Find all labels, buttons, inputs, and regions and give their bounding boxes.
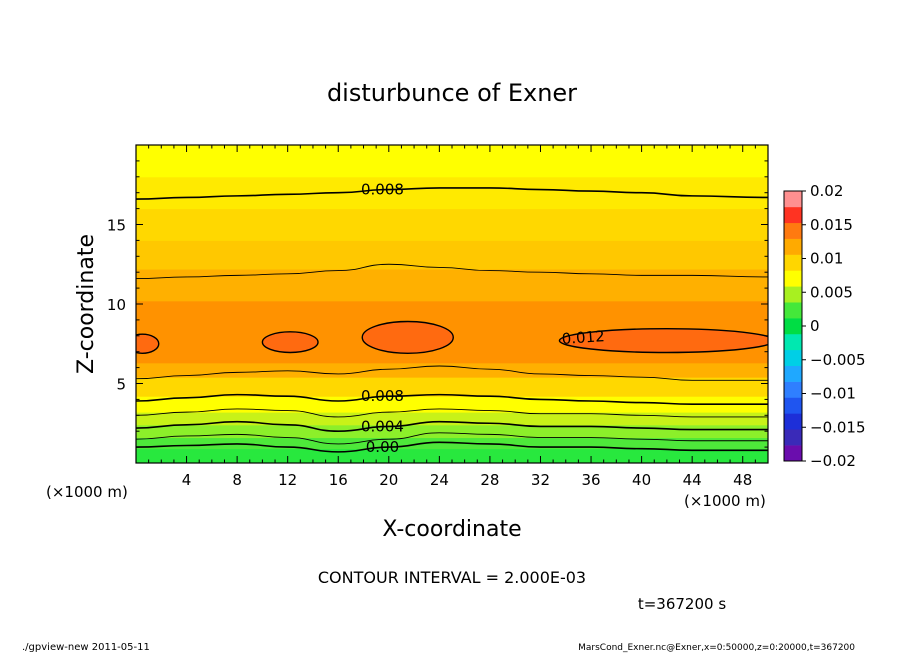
colorbar-label: 0.01 [810, 250, 843, 268]
x-tick-label: 44 [683, 471, 702, 489]
colorbar-label: 0.005 [810, 283, 853, 301]
colorbar-swatch [784, 381, 802, 398]
colorbar-swatch [784, 365, 802, 382]
x-tick-label: 8 [232, 471, 242, 489]
colorbar-label: −0.01 [810, 385, 856, 403]
time-annotation: t=367200 s [638, 595, 726, 613]
colorbar-swatch [784, 445, 802, 462]
contour-line [136, 263, 768, 280]
contour-line [136, 393, 768, 405]
x-tick-label: 12 [278, 471, 297, 489]
colorbar-swatch [784, 286, 802, 303]
colorbar: 0.02 0.015 0.01 0.005 0 −0.005 −0.01 −0.015 −0.0… [783, 182, 866, 470]
contour-band [136, 176, 768, 210]
colorbar-label: −0.005 [810, 351, 866, 369]
colorbar-swatch [784, 238, 802, 255]
colorbar-swatch [784, 333, 802, 351]
contour-line [136, 441, 768, 453]
contour-band [136, 208, 768, 241]
x-tick-label: 28 [480, 471, 499, 489]
contour-line [136, 365, 768, 381]
plot-area [136, 145, 768, 463]
maximum-regions [136, 320, 768, 354]
x-tick-label: 20 [379, 471, 398, 489]
contour-band [136, 396, 768, 413]
y-tick-label: 10 [107, 296, 126, 314]
y-axis-label: Z-coordinate [74, 234, 99, 374]
x-tick-label: 4 [182, 471, 192, 489]
contour-label: 0.012 [561, 327, 605, 348]
colorbar-swatch [784, 413, 802, 430]
colorbar-label: −0.015 [810, 418, 866, 436]
contour-line [136, 420, 768, 433]
contour-band [136, 300, 768, 321]
x-tick-label: 48 [733, 471, 752, 489]
contour-band [136, 269, 768, 302]
max-region [261, 331, 319, 354]
contour-band [136, 448, 768, 463]
contour-label: 0.008 [361, 387, 404, 405]
contour-band [136, 437, 768, 450]
x-tick-label: 32 [531, 471, 550, 489]
y-tick-label: 5 [116, 376, 126, 394]
y-unit-label: (×1000 m) [46, 483, 128, 501]
max-region [361, 320, 454, 354]
contour-band [136, 240, 768, 270]
colorbar-swatch [784, 206, 802, 224]
contour-band [136, 377, 768, 397]
colorbar-swatch [784, 254, 802, 271]
colorbar-swatch [784, 318, 802, 335]
contour-labels: 0.00 0.004 0.008 0.008 0.012 [361, 181, 605, 457]
x-tick-label: 40 [632, 471, 651, 489]
y-tick-label: 15 [107, 217, 126, 235]
x-axis-ticks: 4 8 12 16 20 24 28 32 36 40 44 48 [135, 145, 769, 489]
colorbar-swatch [784, 222, 802, 239]
contour-band [136, 424, 768, 439]
x-axis-label: X-coordinate [382, 517, 521, 542]
colorbar-label: −0.02 [810, 452, 856, 470]
filled-contour-bands [136, 145, 768, 463]
x-tick-label: 16 [329, 471, 348, 489]
colorbar-label: 0 [810, 317, 820, 335]
x-unit-label: (×1000 m) [684, 492, 766, 510]
colorbar-label: 0.02 [810, 182, 843, 200]
contour-label: 0.00 [366, 438, 399, 456]
footer-right: MarsCond_Exner.nc@Exner,x=0:50000,z=0:20… [578, 643, 855, 653]
contour-lines [136, 187, 768, 453]
colorbar-swatch [784, 270, 802, 287]
contour-line [136, 187, 768, 200]
contour-label: 0.008 [361, 181, 404, 199]
y-axis-ticks: 5 10 15 [107, 144, 768, 464]
colorbar-swatch [784, 429, 802, 446]
contour-band [136, 412, 768, 426]
x-tick-label: 36 [581, 471, 600, 489]
colorbar-swatch [784, 302, 802, 319]
chart-title: disturbunce of Exner [327, 79, 577, 107]
colorbar-swatch [784, 397, 802, 414]
contour-interval-text: CONTOUR INTERVAL = 2.000E-03 [318, 568, 586, 587]
footer-left: ./gpview-new 2011-05-11 [22, 642, 150, 653]
max-region [558, 327, 768, 354]
contour-line [136, 408, 768, 418]
colorbar-swatch [784, 191, 802, 208]
contour-line [136, 432, 768, 445]
max-region [136, 333, 160, 354]
contour-label: 0.004 [361, 417, 404, 435]
x-tick-label: 24 [430, 471, 449, 489]
colorbar-swatch [784, 349, 802, 367]
contour-band [136, 362, 768, 378]
colorbar-label: 0.015 [810, 216, 853, 234]
contour-band [136, 145, 768, 178]
